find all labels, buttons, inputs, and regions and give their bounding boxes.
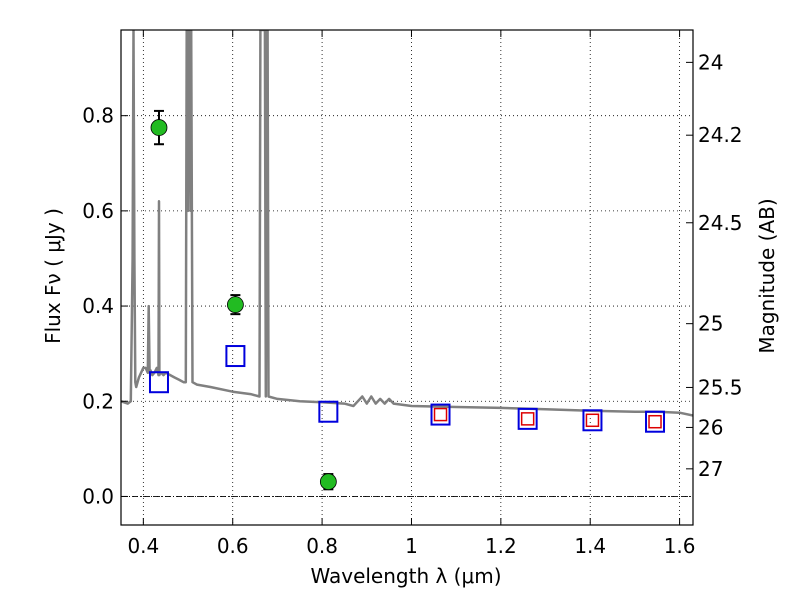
y-tick-label: 0.6 <box>82 199 114 223</box>
right-tick-label: 26 <box>698 415 723 439</box>
right-tick-label: 25 <box>698 312 723 336</box>
y-axis-label-right: Magnitude (AB) <box>755 198 779 353</box>
ticks-group: 0.4 0.6 0.8 1 1.2 1.4 1.6 0.0 0.2 0.4 0.6 0.8 24 24.2… <box>82 30 743 558</box>
grid <box>121 30 693 525</box>
model-point <box>645 410 666 433</box>
y-tick-label: 0.2 <box>82 389 114 413</box>
x-tick-label: 1 <box>405 534 418 558</box>
y-tick-label: 0.8 <box>82 104 114 128</box>
spectrum-line <box>121 30 693 417</box>
model-point <box>148 371 169 394</box>
markers-group <box>148 109 666 491</box>
x-tick-label: 1.6 <box>664 534 696 558</box>
model-point-inner <box>648 414 662 429</box>
model-point-inner <box>585 413 600 428</box>
model-point-inner <box>433 407 448 422</box>
right-tick-label: 27 <box>698 457 723 481</box>
model-point <box>225 345 246 368</box>
model-point <box>582 409 603 432</box>
model-point <box>430 403 451 426</box>
right-tick-label: 24.5 <box>698 211 743 235</box>
x-tick-label: 1.4 <box>574 534 606 558</box>
x-tick-label: 0.6 <box>217 534 249 558</box>
x-tick-label: 0.4 <box>127 534 159 558</box>
y-axis-label-left: Flux Fν ( μJy ) <box>41 208 65 344</box>
x-tick-label: 1.2 <box>485 534 517 558</box>
plot-frame <box>120 29 694 526</box>
model-point <box>517 407 538 430</box>
model-point-inner <box>520 412 535 426</box>
x-axis-label: Wavelength λ (μm) <box>310 564 501 588</box>
model-point <box>318 400 339 423</box>
right-tick-label: 25.5 <box>698 375 743 399</box>
spectrum-group <box>121 30 693 417</box>
observed-point <box>150 119 168 136</box>
right-tick-label: 24 <box>698 50 723 74</box>
observed-point <box>319 473 337 491</box>
y-tick-label: 0.4 <box>82 294 114 318</box>
observed-point <box>226 296 244 314</box>
right-tick-label: 24.2 <box>698 123 743 147</box>
x-tick-label: 0.8 <box>306 534 338 558</box>
y-tick-label: 0.0 <box>82 484 114 508</box>
